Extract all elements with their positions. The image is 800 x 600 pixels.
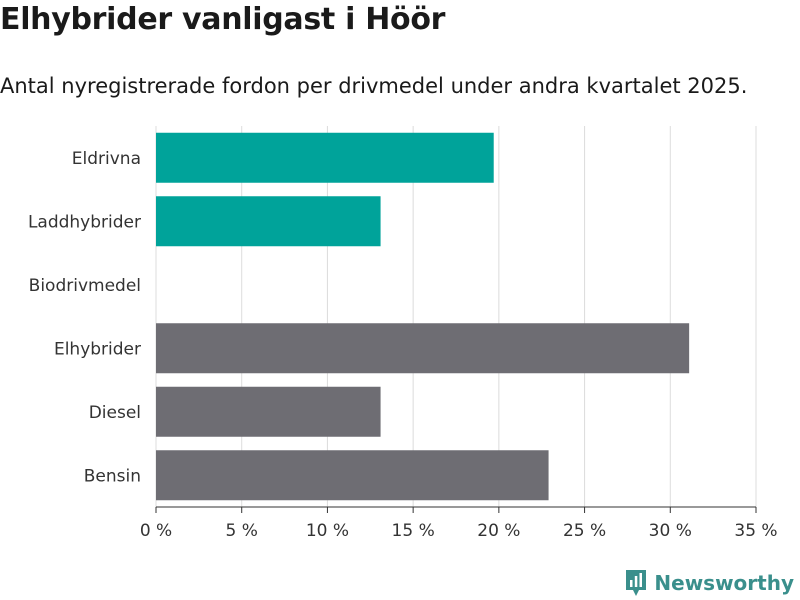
bar xyxy=(156,196,381,247)
brand-logo: Newsworthy xyxy=(624,568,794,598)
category-label: Diesel xyxy=(89,403,141,423)
category-label: Biodrivmedel xyxy=(29,276,141,296)
bar xyxy=(156,450,549,501)
chart-title: Elhybrider vanligast i Höör xyxy=(0,2,446,37)
x-tick-label: 5 % xyxy=(226,521,258,541)
category-label: Laddhybrider xyxy=(28,212,141,232)
category-label: Bensin xyxy=(84,466,141,486)
x-tick-label: 30 % xyxy=(649,521,692,541)
category-label: Eldrivna xyxy=(72,149,141,169)
bar-chart: Eldrivna Laddhybrider Biodrivmedel Elhybrid… xyxy=(28,126,778,541)
x-tick-label: 15 % xyxy=(392,521,435,541)
x-tick-label: 0 % xyxy=(140,521,172,541)
category-label: Elhybrider xyxy=(54,339,141,359)
x-tick-label: 10 % xyxy=(306,521,349,541)
bar xyxy=(156,323,690,374)
x-tick-label: 25 % xyxy=(563,521,606,541)
chart-subtitle: Antal nyregistrerade fordon per drivmede… xyxy=(0,74,748,98)
brand-name: Newsworthy xyxy=(654,571,794,595)
bar xyxy=(156,132,494,183)
bar xyxy=(156,386,381,437)
newsworthy-logo-icon xyxy=(626,570,647,596)
x-tick-label: 20 % xyxy=(477,521,520,541)
x-tick-label: 35 % xyxy=(734,521,777,541)
